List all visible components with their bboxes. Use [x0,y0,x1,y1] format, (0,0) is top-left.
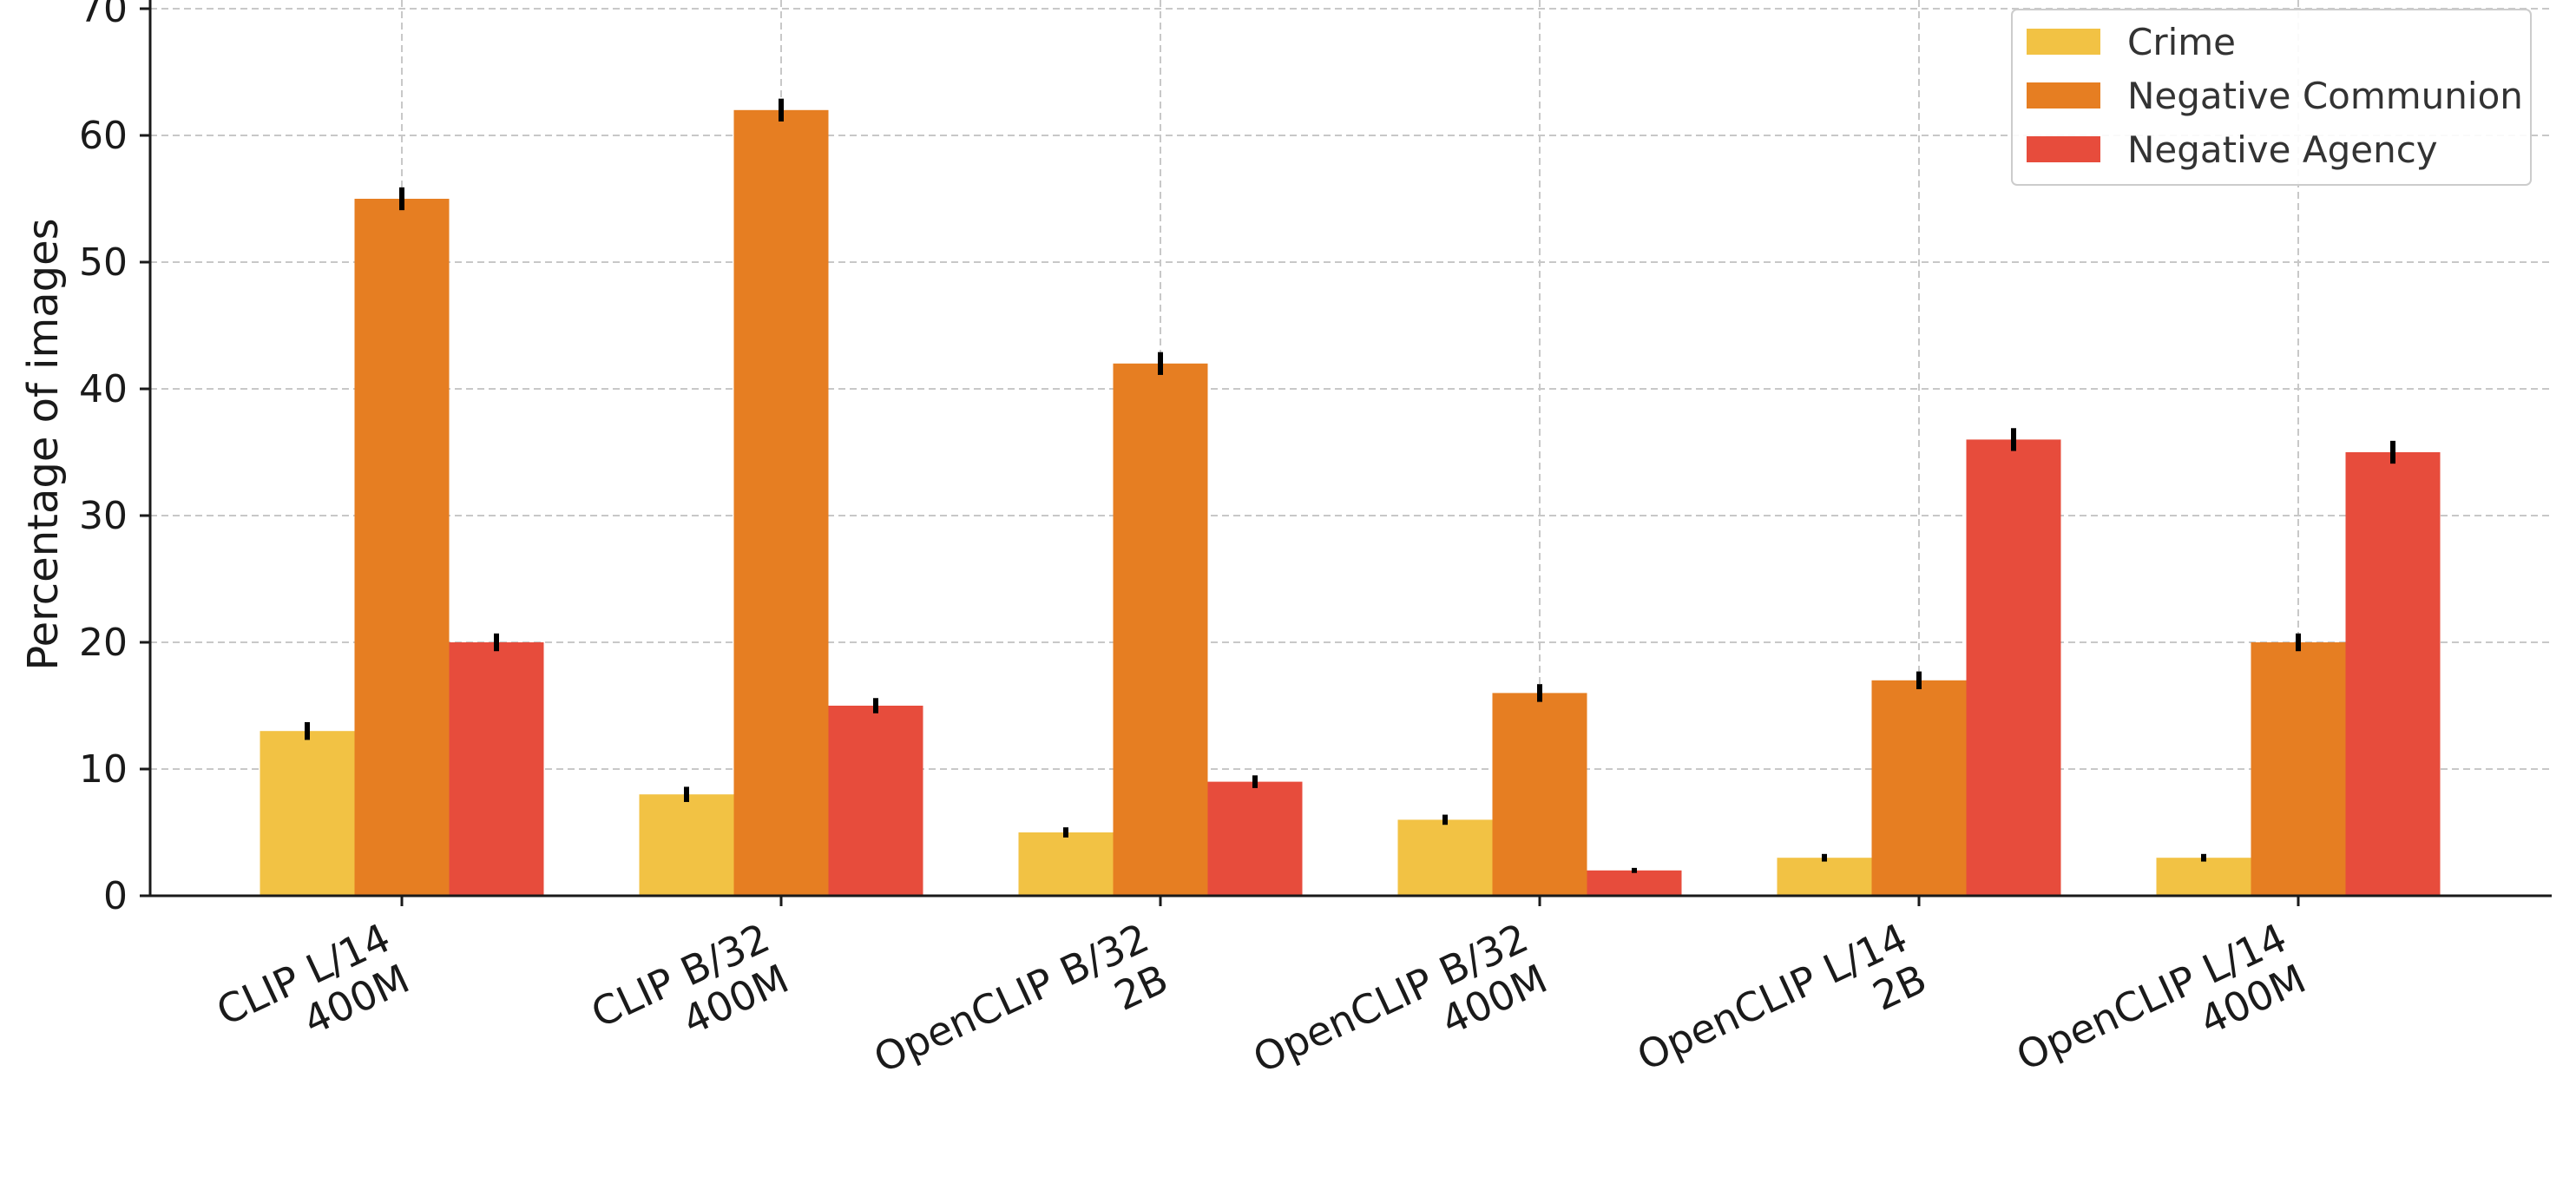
legend-swatch-2 [2027,136,2100,162]
bar-0-3 [1397,819,1493,896]
legend-label-0: Crime [2127,21,2236,63]
error-bar-layer [305,98,2395,873]
y-tick-label-6: 60 [79,114,128,158]
y-tick-label-4: 40 [79,367,128,411]
bar-2-1 [828,706,923,896]
x-tick-label-2: OpenCLIP B/322B [867,914,1175,1123]
bar-0-1 [639,794,734,896]
bar-0-0 [260,731,355,896]
bar-2-0 [449,642,544,896]
bar-2-5 [2345,452,2441,896]
x-tick-label-3: OpenCLIP B/32400M [1246,914,1554,1123]
bar-0-5 [2156,858,2251,896]
y-tick-label-0: 0 [103,874,128,918]
y-tick-label-5: 50 [79,240,128,285]
bar-1-5 [2251,642,2346,896]
bar-0-2 [1018,832,1114,896]
x-tick-label-0: CLIP L/14400M [209,914,416,1075]
y-tick-label-2: 20 [79,621,128,665]
x-tick-label-5: OpenCLIP L/14400M [2009,914,2313,1121]
bar-1-0 [354,199,450,896]
bar-1-1 [733,109,829,897]
legend-label-2: Negative Agency [2127,128,2438,171]
legend-label-1: Negative Communion [2127,75,2523,117]
y-tick-label-3: 30 [79,494,128,538]
y-tick-label-1: 10 [79,747,128,792]
bar-0-4 [1777,858,1872,896]
legend-swatch-0 [2027,29,2100,55]
x-tick-label-1: CLIP B/32400M [584,914,796,1078]
bar-1-2 [1113,363,1208,896]
x-tick-label-2-line-0: OpenCLIP B/32 [867,914,1156,1082]
bar-1-3 [1492,693,1587,896]
y-axis-title: Percentage of images [19,218,68,670]
x-tick-label-4: OpenCLIP L/142B [1630,914,1934,1121]
legend-swatch-1 [2027,82,2100,108]
legend: Crime Negative Communion Negative Agency [2011,9,2532,186]
legend-frame [2011,9,2532,186]
bar-2-3 [1587,870,1682,896]
bar-layer [260,109,2441,897]
y-tick-label-7: 70 [79,0,128,31]
bar-1-4 [1871,680,1967,896]
x-tick-label-4-line-0: OpenCLIP L/14 [1630,914,1915,1080]
bar-2-2 [1207,781,1303,896]
bar-2-4 [1966,439,2061,896]
